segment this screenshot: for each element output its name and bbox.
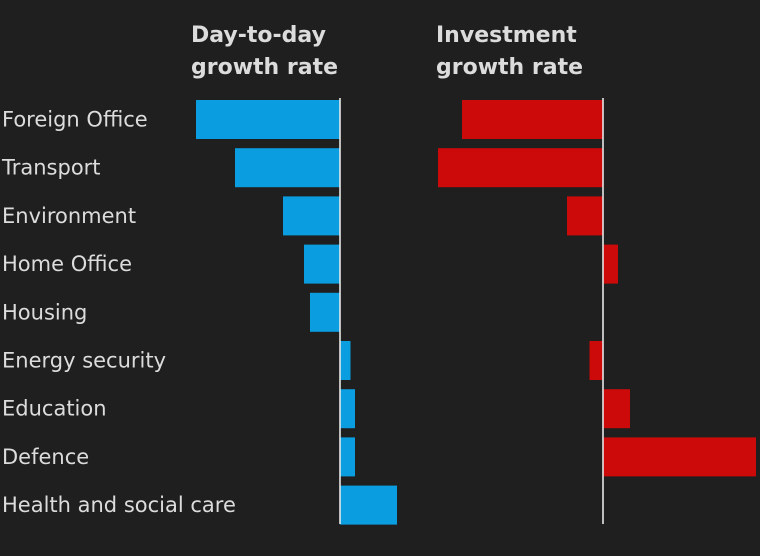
- day-to-day-bar: [283, 196, 340, 236]
- investment-panel-title: Investment growth rate: [436, 23, 584, 80]
- investment-bar: [603, 244, 618, 284]
- day-to-day-panel-title: Day-to-day growth rate: [191, 23, 339, 80]
- day-to-day-bar: [340, 389, 355, 429]
- category-label: Transport: [1, 156, 101, 180]
- day-to-day-bar: [340, 341, 351, 380]
- investment-bar: [462, 100, 603, 139]
- investment-bar: [603, 437, 756, 477]
- category-label: Defence: [2, 445, 89, 469]
- category-label: Health and social care: [2, 493, 236, 517]
- investment-bar: [438, 148, 603, 188]
- category-label: Education: [2, 397, 107, 421]
- day-to-day-bar: [304, 244, 340, 284]
- category-label: Energy security: [2, 349, 166, 373]
- category-label: Home Office: [2, 252, 132, 276]
- category-label: Housing: [2, 300, 87, 324]
- day-to-day-bar: [310, 292, 340, 332]
- investment-bar: [589, 341, 603, 380]
- investment-bar: [567, 196, 603, 236]
- day-to-day-bar: [235, 148, 340, 188]
- day-to-day-bar: [340, 485, 397, 525]
- day-to-day-bar: [340, 437, 355, 477]
- category-label: Foreign Office: [2, 108, 148, 132]
- category-label: Environment: [2, 204, 136, 228]
- day-to-day-bar: [196, 100, 340, 139]
- investment-bar: [603, 389, 630, 429]
